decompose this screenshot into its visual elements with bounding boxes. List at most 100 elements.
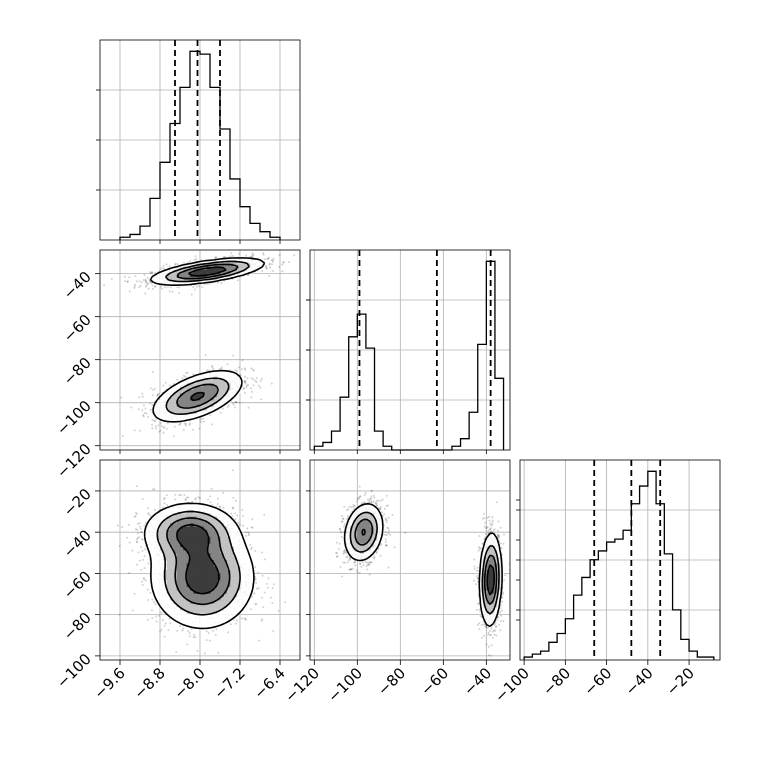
scatter-point bbox=[338, 548, 340, 550]
scatter-point bbox=[145, 280, 147, 283]
scatter-point bbox=[384, 544, 387, 547]
density-cell bbox=[223, 376, 228, 381]
scatter-point bbox=[356, 498, 359, 500]
scatter-point bbox=[128, 276, 131, 279]
scatter-point bbox=[387, 566, 390, 569]
contour-0-level-0 bbox=[149, 257, 266, 423]
scatter-point bbox=[185, 424, 187, 427]
scatter-point bbox=[383, 507, 386, 510]
density-cell bbox=[170, 276, 174, 281]
density-cell bbox=[193, 396, 198, 401]
scatter-point bbox=[244, 380, 247, 383]
density-cell bbox=[160, 403, 164, 408]
density-cell bbox=[233, 373, 238, 378]
scatter-point bbox=[135, 280, 138, 283]
scatter-point bbox=[160, 287, 163, 290]
density-cell bbox=[173, 276, 178, 281]
scatter-point bbox=[193, 288, 196, 291]
scatter-point bbox=[130, 406, 133, 409]
density-cell bbox=[180, 416, 184, 421]
scatter-point bbox=[379, 506, 382, 509]
scatter-point bbox=[201, 286, 204, 288]
density-cell bbox=[203, 396, 208, 401]
density-cell bbox=[193, 270, 198, 274]
contour-0-level-1 bbox=[164, 260, 250, 415]
plot-root: −9.6 −8.8 −8.0 −7.2 −6.4−120 −100 −80 −60 −40−10… bbox=[53, 39, 721, 706]
scatter-point bbox=[261, 270, 264, 272]
scatter-point bbox=[232, 354, 235, 357]
scatter-point bbox=[134, 283, 136, 286]
density-cell bbox=[223, 386, 228, 391]
scatter-point bbox=[358, 495, 361, 498]
scatter-point bbox=[153, 387, 156, 390]
scatter-point bbox=[368, 499, 371, 502]
scatter-point bbox=[142, 279, 145, 281]
scatter-point bbox=[250, 387, 252, 390]
scatter-point bbox=[133, 429, 136, 432]
density-cell bbox=[166, 393, 171, 398]
scatter-point bbox=[374, 502, 377, 505]
scatter-point bbox=[281, 270, 284, 273]
scatter-point bbox=[234, 406, 236, 409]
scatter-point bbox=[189, 260, 192, 263]
density-cell bbox=[163, 270, 168, 274]
scatter-point bbox=[245, 384, 248, 387]
scatter-point bbox=[385, 505, 388, 508]
density-cell bbox=[153, 276, 158, 281]
density-cell bbox=[243, 270, 248, 274]
density-cell bbox=[190, 263, 194, 268]
scatter-point bbox=[349, 557, 352, 560]
scatter-point bbox=[366, 564, 369, 566]
density-cell bbox=[166, 410, 171, 414]
density-cell bbox=[193, 406, 198, 411]
density-cell bbox=[230, 376, 234, 381]
density-cell bbox=[196, 376, 201, 381]
scatter-point bbox=[365, 561, 368, 564]
scatter-point bbox=[235, 401, 238, 404]
density-cell bbox=[216, 266, 221, 271]
scatter-point bbox=[387, 532, 390, 535]
scatter-point bbox=[359, 563, 362, 566]
scatter-point bbox=[278, 265, 281, 268]
scatter-point bbox=[485, 527, 488, 530]
scatter-point bbox=[364, 491, 367, 494]
density-cell bbox=[186, 416, 191, 421]
scatter-point bbox=[151, 403, 154, 406]
scatter-point bbox=[501, 593, 504, 596]
density-cell bbox=[200, 270, 204, 274]
density-cell bbox=[186, 410, 191, 414]
scatter-point bbox=[168, 265, 171, 268]
density-cell bbox=[230, 266, 234, 271]
scatter-point bbox=[251, 368, 254, 371]
scatter-point bbox=[147, 282, 150, 284]
scatter-point bbox=[133, 286, 136, 289]
density-cell bbox=[236, 376, 241, 381]
scatter-point bbox=[156, 393, 159, 396]
density-cell bbox=[170, 410, 174, 414]
scatter-point bbox=[363, 494, 366, 496]
contour-0-level-3 bbox=[188, 266, 227, 402]
scatter-point bbox=[270, 382, 273, 385]
scatter-point bbox=[375, 502, 378, 504]
density-cell bbox=[233, 386, 238, 391]
scatter-point bbox=[227, 404, 230, 407]
scatter-point bbox=[156, 395, 159, 398]
scatter-point bbox=[151, 423, 153, 426]
scatter-point bbox=[145, 285, 147, 288]
density-cell bbox=[220, 400, 224, 404]
scatter-point bbox=[370, 490, 373, 493]
scatter-point bbox=[271, 263, 273, 266]
density-cell bbox=[173, 266, 178, 271]
scatter-point bbox=[220, 282, 223, 285]
scatter-point bbox=[383, 513, 386, 516]
density-cell bbox=[206, 406, 211, 411]
density-cell bbox=[226, 393, 231, 398]
density-cell bbox=[226, 376, 231, 381]
scatter-point bbox=[267, 256, 270, 259]
density-cell bbox=[163, 396, 168, 401]
density-cell bbox=[190, 406, 194, 411]
scatter-point bbox=[244, 368, 246, 371]
density-cell bbox=[170, 396, 174, 401]
density-cell bbox=[183, 393, 188, 398]
scatter-point bbox=[110, 278, 113, 280]
